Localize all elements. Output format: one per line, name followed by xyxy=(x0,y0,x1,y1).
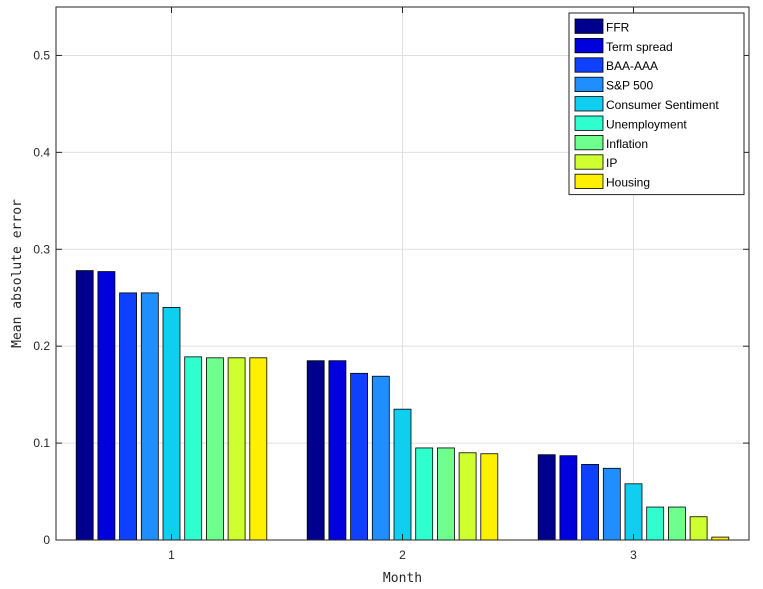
legend-swatch xyxy=(574,18,604,34)
bar xyxy=(184,356,203,541)
y-tick-label: 0.1 xyxy=(33,436,50,450)
legend-swatch xyxy=(574,154,604,170)
legend-label: Consumer Sentiment xyxy=(606,98,719,112)
bar xyxy=(306,360,325,541)
bar xyxy=(249,357,268,541)
legend-swatch xyxy=(574,115,604,131)
legend-swatch xyxy=(574,96,604,112)
bar xyxy=(581,464,599,541)
bar xyxy=(624,483,643,541)
legend-label: Inflation xyxy=(606,137,648,151)
legend-swatch xyxy=(574,76,604,92)
y-tick-label: 0.2 xyxy=(33,339,50,353)
legend-swatch xyxy=(574,173,604,189)
bar xyxy=(350,372,369,541)
y-tick-label: 0.3 xyxy=(33,242,50,256)
legend-label: IP xyxy=(606,156,617,170)
bar xyxy=(162,307,181,541)
y-axis-label: Mean absolute error xyxy=(10,199,25,348)
legend-label: FFR xyxy=(606,20,630,34)
bar xyxy=(227,357,246,541)
bar xyxy=(205,357,224,541)
legend-label: Term spread xyxy=(606,40,673,54)
bar xyxy=(559,455,578,541)
bar xyxy=(97,271,116,541)
legend-swatch xyxy=(574,57,604,73)
legend-label: S&P 500 xyxy=(606,79,653,93)
bar xyxy=(328,360,347,541)
bar xyxy=(689,516,708,541)
legend-swatch xyxy=(574,134,604,151)
legend-label: BAA-AAA xyxy=(606,59,658,73)
bar xyxy=(480,453,499,541)
bar xyxy=(393,408,412,541)
y-tick-label: 0.5 xyxy=(33,48,50,62)
legend-label: Housing xyxy=(606,176,650,190)
legend: FFR Term spread BAA-AAA S&P 500 Consumer Sen… xyxy=(568,12,745,196)
bar xyxy=(436,447,455,541)
bar xyxy=(119,292,137,541)
legend-label: Unemployment xyxy=(606,117,687,131)
y-tick-label: 0 xyxy=(43,533,50,547)
bar xyxy=(537,454,556,541)
bar xyxy=(75,270,94,541)
x-tick-label: 2 xyxy=(399,548,406,562)
legend-swatch xyxy=(574,38,604,54)
x-tick-label: 1 xyxy=(168,548,175,562)
x-tick-label: 3 xyxy=(630,548,637,562)
bar xyxy=(458,452,477,541)
bar xyxy=(646,506,665,541)
y-tick-label: 0.4 xyxy=(33,145,50,159)
x-axis-label: Month xyxy=(383,571,422,586)
bar xyxy=(602,467,621,541)
bar xyxy=(140,292,159,541)
bar xyxy=(371,375,390,541)
bar xyxy=(415,447,434,541)
axes: 0 0.1 0.2 0.3 0.4 0.5 1 2 3 xyxy=(33,6,750,562)
bar xyxy=(668,506,686,541)
